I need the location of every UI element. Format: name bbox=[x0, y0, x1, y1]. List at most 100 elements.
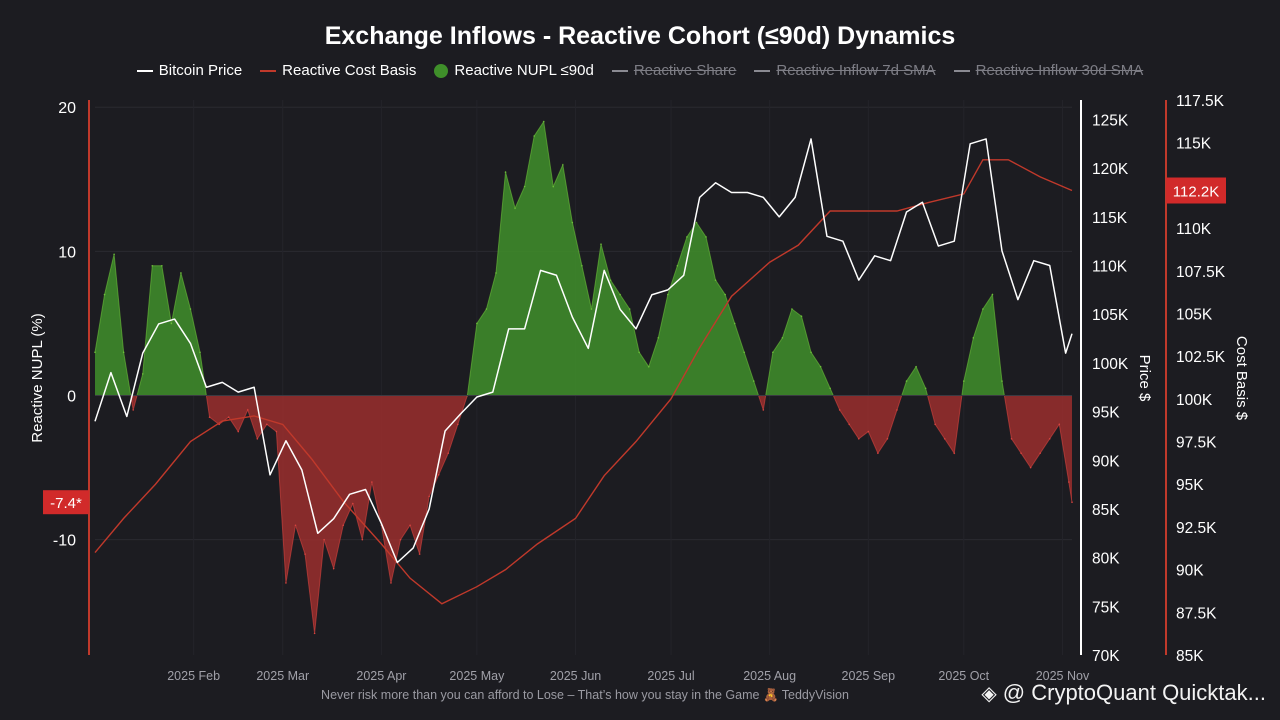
price-tick-label: 80K bbox=[1092, 551, 1120, 568]
nupl-point bbox=[571, 221, 574, 224]
nupl-point bbox=[1029, 466, 1032, 469]
cost-value-marker-label: 112.2K bbox=[1173, 184, 1219, 201]
nupl-point bbox=[667, 293, 669, 296]
nupl-point bbox=[256, 437, 259, 440]
price-axis-label: Price $ bbox=[1136, 355, 1153, 402]
legend-item-1[interactable]: Reactive Cost Basis bbox=[260, 62, 416, 79]
price-tick-label: 70K bbox=[1092, 648, 1120, 665]
nupl-negative-area bbox=[130, 395, 1072, 634]
nupl-point bbox=[686, 236, 688, 238]
nupl-point bbox=[189, 308, 192, 310]
nupl-point bbox=[886, 437, 889, 440]
nupl-point bbox=[657, 337, 660, 339]
nupl-point bbox=[590, 308, 593, 310]
chart-title: Exchange Inflows - Reactive Cohort (≤90d… bbox=[324, 22, 956, 50]
nupl-point bbox=[180, 272, 182, 274]
nupl-point bbox=[361, 538, 364, 541]
nupl-point bbox=[476, 322, 478, 325]
x-tick-label: 2025 Sep bbox=[842, 669, 896, 683]
nupl-positive-edge bbox=[94, 120, 1005, 396]
exchange-logo-icon: ◈ bbox=[981, 682, 997, 705]
nupl-point bbox=[94, 351, 96, 354]
nupl-point bbox=[638, 351, 640, 354]
cost-tick-label: 105K bbox=[1176, 306, 1213, 323]
nupl-point bbox=[304, 553, 306, 555]
cost-value-marker bbox=[1166, 177, 1226, 204]
nupl-point bbox=[418, 553, 421, 555]
price-tick-label: 90K bbox=[1092, 453, 1120, 470]
nupl-negative-edge bbox=[130, 395, 1073, 634]
nupl-positive-area bbox=[95, 121, 1072, 396]
price-tick-label: 95K bbox=[1092, 405, 1120, 422]
nupl-point bbox=[1001, 380, 1003, 382]
legend-swatch bbox=[434, 63, 449, 78]
legend-item-5[interactable]: Reactive Inflow 30d SMA bbox=[953, 62, 1143, 79]
nupl-point bbox=[1071, 501, 1073, 503]
nupl-point bbox=[113, 253, 115, 256]
nupl-point bbox=[275, 430, 278, 433]
tick-labels: 2025 Feb 2025 Mar 2025 Apr 2025 May 2025 Jun… bbox=[29, 93, 1250, 683]
axis-markers: -7.4* 112.2K bbox=[43, 177, 1226, 515]
cost-tick-label: 85K bbox=[1176, 648, 1204, 665]
nupl-point bbox=[991, 293, 994, 296]
cost-tick-label: 102.5K bbox=[1176, 349, 1226, 366]
nupl-point bbox=[132, 409, 134, 411]
footer-disclaimer: Never risk more than you can afford to L… bbox=[321, 688, 849, 702]
x-tick-label: 2025 Nov bbox=[1036, 669, 1090, 683]
nupl-point bbox=[170, 322, 173, 325]
nupl-point bbox=[619, 293, 621, 296]
nupl-point bbox=[647, 365, 650, 368]
cost-tick-label: 110K bbox=[1176, 221, 1212, 238]
legend-item-3[interactable]: Reactive Share bbox=[611, 62, 736, 79]
grid-lines bbox=[95, 100, 1072, 655]
nupl-point bbox=[791, 308, 793, 310]
nupl-point bbox=[122, 351, 125, 354]
cost-axis-label: Cost Basis $ bbox=[1233, 336, 1250, 421]
nupl-point bbox=[695, 221, 698, 224]
nupl-point bbox=[351, 502, 354, 505]
nupl-point bbox=[705, 236, 707, 238]
legend-item-2[interactable]: Reactive NUPL ≤90d bbox=[434, 62, 594, 79]
series-lines bbox=[94, 138, 1073, 605]
x-tick-label: 2025 Oct bbox=[938, 669, 989, 683]
nupl-point bbox=[1048, 437, 1051, 440]
nupl-point bbox=[161, 264, 163, 267]
legend-label: Bitcoin Price bbox=[158, 62, 243, 79]
legend-item-0[interactable]: Bitcoin Price bbox=[136, 62, 243, 79]
nupl-point bbox=[437, 474, 440, 476]
nupl-point bbox=[733, 322, 736, 325]
nupl-point bbox=[237, 430, 240, 433]
legend-swatch bbox=[136, 69, 153, 72]
nupl-point bbox=[819, 365, 822, 368]
price-tick-label: 120K bbox=[1092, 161, 1129, 178]
nupl-point bbox=[600, 243, 602, 245]
x-tick-label: 2025 Apr bbox=[356, 669, 406, 683]
nupl-point bbox=[266, 423, 268, 426]
x-tick-label: 2025 Mar bbox=[256, 669, 309, 683]
nupl-point bbox=[533, 135, 535, 137]
price-tick-label: 110K bbox=[1092, 259, 1128, 276]
nupl-point bbox=[934, 423, 936, 426]
legend-swatch bbox=[953, 69, 970, 72]
cost-tick-label: 87.5K bbox=[1176, 605, 1217, 622]
price-tick-label: 100K bbox=[1092, 356, 1129, 373]
nupl-point bbox=[752, 380, 755, 382]
nupl-point bbox=[743, 351, 746, 354]
legend-label: Reactive Inflow 7d SMA bbox=[776, 62, 936, 79]
legend-swatch bbox=[611, 69, 628, 72]
nupl-point bbox=[1020, 452, 1022, 454]
nupl-point bbox=[552, 185, 555, 188]
cost-tick-label: 92.5K bbox=[1176, 520, 1217, 537]
nupl-point bbox=[542, 120, 545, 123]
cost-tick-label: 107.5K bbox=[1176, 264, 1226, 281]
left-axis-label: Reactive NUPL (%) bbox=[29, 313, 46, 442]
legend-item-4[interactable]: Reactive Inflow 7d SMA bbox=[754, 62, 936, 79]
bitcoin-price-line bbox=[94, 138, 1073, 564]
nupl-point bbox=[848, 423, 851, 426]
nupl-point bbox=[915, 365, 917, 368]
nupl-point bbox=[781, 337, 784, 339]
legend-label: Reactive Cost Basis bbox=[282, 62, 417, 79]
nupl-point bbox=[714, 279, 717, 281]
legend-label: Reactive NUPL ≤90d bbox=[454, 62, 594, 79]
nupl-point bbox=[867, 430, 870, 433]
